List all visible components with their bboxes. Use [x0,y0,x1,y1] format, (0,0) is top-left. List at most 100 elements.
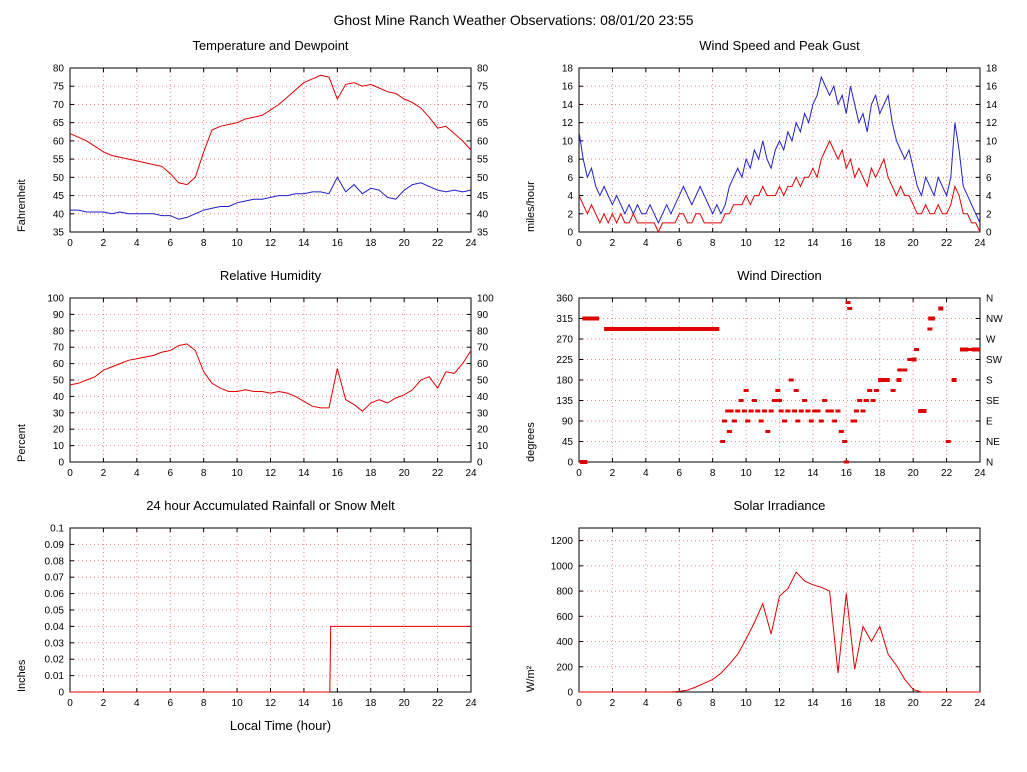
page-title: Ghost Mine Ranch Weather Observations: 0… [333,12,694,28]
svg-text:6: 6 [167,468,173,479]
svg-text:45: 45 [477,191,489,202]
svg-text:60: 60 [477,136,489,147]
svg-text:65: 65 [53,118,65,129]
svg-text:35: 35 [477,228,489,239]
svg-text:0: 0 [58,458,64,469]
svg-text:100: 100 [47,294,64,305]
svg-text:SE: SE [986,396,1000,407]
x-axis-label: Local Time (hour) [229,718,332,733]
svg-text:W: W [986,335,996,346]
svg-text:50: 50 [477,173,489,184]
svg-text:16: 16 [332,238,344,249]
svg-text:65: 65 [477,118,489,129]
svg-text:40: 40 [53,392,65,403]
chart-title-humidity: Relative Humidity [219,268,322,283]
svg-text:4: 4 [986,191,992,202]
svg-text:75: 75 [477,82,489,93]
svg-text:10: 10 [477,441,489,452]
svg-text:1200: 1200 [551,536,574,547]
svg-text:8: 8 [567,155,573,166]
svg-text:S: S [986,376,993,387]
svg-text:22: 22 [432,468,444,479]
svg-text:20: 20 [908,238,920,249]
svg-text:14: 14 [298,238,310,249]
chart-title-temperature: Temperature and Dewpoint [192,38,349,53]
chart-title-solar: Solar Irradiance [733,498,826,513]
svg-text:22: 22 [941,698,953,709]
svg-text:22: 22 [941,468,953,479]
svg-text:8: 8 [710,468,716,479]
svg-text:18: 18 [562,64,574,75]
svg-text:10: 10 [741,238,753,249]
svg-text:4: 4 [134,698,140,709]
svg-text:60: 60 [53,359,65,370]
panel-temperature-dewpoint: Temperature and Dewpoint Fahrenheit 0 2 4 6… [8,38,513,256]
panel-rainfall: 24 hour Accumulated Rainfall or Snow Mel… [8,498,513,716]
svg-text:0.08: 0.08 [45,556,65,567]
svg-text:14: 14 [807,468,819,479]
svg-text:180: 180 [556,376,573,387]
svg-text:12: 12 [986,118,998,129]
y-axis-label-inches: Inches [16,659,28,692]
svg-text:30: 30 [477,408,489,419]
svg-text:4: 4 [643,468,649,479]
svg-text:14: 14 [986,100,998,111]
svg-text:18: 18 [365,698,377,709]
svg-text:0: 0 [67,238,73,249]
svg-text:0: 0 [567,228,573,239]
svg-text:8: 8 [986,155,992,166]
svg-text:0: 0 [576,468,582,479]
svg-text:14: 14 [298,468,310,479]
svg-text:12: 12 [774,698,786,709]
svg-text:12: 12 [774,238,786,249]
svg-text:18: 18 [874,698,886,709]
svg-text:8: 8 [710,698,716,709]
panel-relative-humidity: Relative Humidity Percent 0 2 4 6 8 10 12 14 16 1… [8,268,513,486]
svg-text:10: 10 [741,698,753,709]
svg-text:0.09: 0.09 [45,540,65,551]
svg-text:4: 4 [134,238,140,249]
svg-text:0: 0 [67,468,73,479]
svg-text:18: 18 [874,238,886,249]
svg-text:0: 0 [477,458,483,469]
svg-text:0: 0 [567,688,573,699]
y-axis-label-fahrenheit: Fahrenheit [16,179,28,232]
svg-text:NW: NW [986,314,1003,325]
svg-text:0: 0 [986,228,992,239]
y-axis-label-watts-per-m2: W/m² [525,665,537,692]
svg-text:70: 70 [53,100,65,111]
svg-text:24: 24 [465,698,477,709]
svg-text:22: 22 [432,698,444,709]
svg-text:0: 0 [576,698,582,709]
svg-text:100: 100 [477,294,494,305]
svg-text:360: 360 [556,294,573,305]
svg-text:0.07: 0.07 [45,573,65,584]
svg-text:SW: SW [986,355,1003,366]
svg-text:0: 0 [567,458,573,469]
svg-text:80: 80 [53,64,65,75]
svg-text:16: 16 [841,698,853,709]
svg-text:14: 14 [562,100,574,111]
panel-solar-irradiance: Solar Irradiance W/m² 0 2 4 6 8 10 12 14 16 18 20 2… [517,498,1022,716]
svg-text:20: 20 [53,425,65,436]
svg-text:50: 50 [477,376,489,387]
svg-text:20: 20 [908,698,920,709]
svg-text:2: 2 [610,468,616,479]
svg-text:0.04: 0.04 [45,622,65,633]
svg-text:6: 6 [167,238,173,249]
svg-text:60: 60 [477,359,489,370]
y-axis-label-percent: Percent [16,424,28,462]
svg-text:2: 2 [101,238,107,249]
svg-text:30: 30 [53,408,65,419]
svg-text:20: 20 [399,238,411,249]
svg-text:2: 2 [610,238,616,249]
svg-text:20: 20 [399,468,411,479]
svg-text:0.05: 0.05 [45,606,65,617]
svg-text:10: 10 [232,238,244,249]
panel-wind-direction: Wind Direction degrees 0 2 4 6 8 10 12 14 16 18 20… [517,268,1022,486]
